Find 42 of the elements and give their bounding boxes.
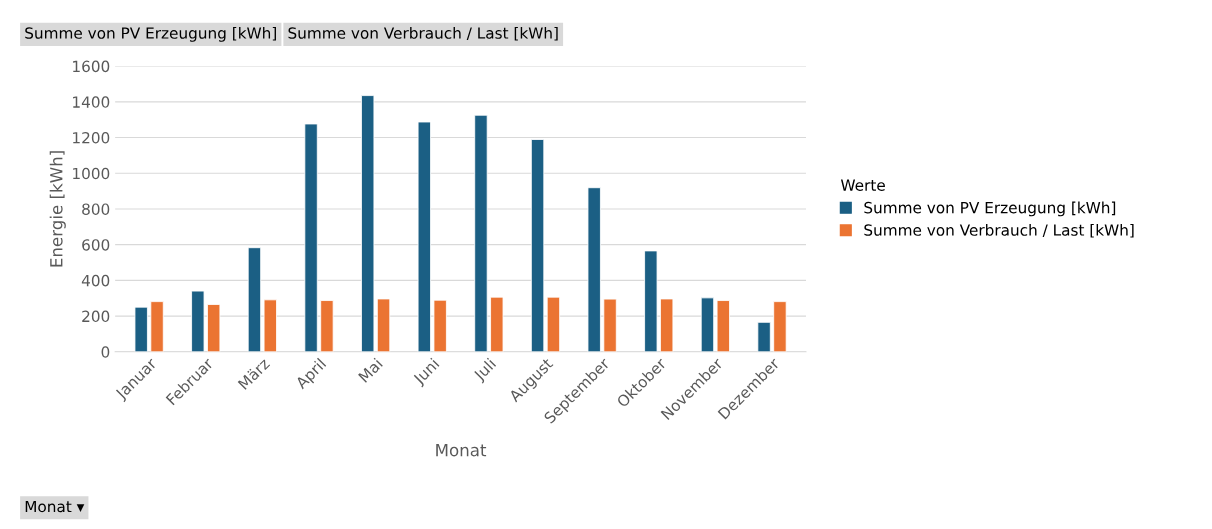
bar bbox=[757, 321, 771, 352]
bar bbox=[490, 296, 504, 352]
x-axis-title: Monat bbox=[436, 444, 487, 457]
y-tick-label: 600 bbox=[82, 239, 110, 251]
legend-title: Werte bbox=[840, 179, 885, 191]
bar bbox=[134, 306, 148, 352]
bar bbox=[587, 187, 601, 352]
y-tick-label: 1200 bbox=[73, 132, 110, 144]
bar bbox=[660, 298, 674, 352]
bar bbox=[773, 301, 787, 352]
legend-label: Summe von Verbrauch / Last [kWh] bbox=[864, 223, 1134, 238]
y-tick-label: 800 bbox=[82, 203, 110, 215]
bar bbox=[603, 298, 617, 352]
bar bbox=[546, 296, 561, 352]
text: Monat ▾ bbox=[25, 500, 85, 513]
bar bbox=[417, 121, 431, 352]
y-axis-title: Energie [kWh] bbox=[49, 151, 66, 267]
text: Summe von Verbrauch / Last [kWh] bbox=[288, 26, 558, 41]
bar bbox=[716, 300, 730, 352]
y-tick-label: 1400 bbox=[73, 96, 110, 108]
y-tick-label: 1600 bbox=[73, 60, 110, 73]
bar bbox=[304, 123, 318, 352]
bar bbox=[474, 114, 488, 352]
bar bbox=[191, 290, 205, 352]
bar bbox=[376, 298, 391, 352]
y-tick-label: 0 bbox=[101, 346, 110, 358]
x-tick-label: Mai bbox=[357, 357, 383, 383]
bar bbox=[644, 250, 658, 352]
y-tick-label: 200 bbox=[82, 310, 110, 323]
bar bbox=[320, 300, 334, 352]
y-tick-label: 1000 bbox=[73, 167, 110, 180]
y-tick-label: 400 bbox=[81, 274, 110, 287]
bar bbox=[207, 304, 221, 352]
bar bbox=[263, 299, 277, 352]
bar bbox=[361, 95, 375, 352]
legend-label: Summe von PV Erzeugung [kWh] bbox=[864, 201, 1116, 217]
bar bbox=[150, 301, 164, 352]
bar bbox=[530, 139, 545, 352]
bar bbox=[700, 297, 715, 352]
bar bbox=[247, 247, 262, 352]
text: Summe von PV Erzeugung [kWh] bbox=[25, 26, 276, 42]
bar bbox=[433, 299, 447, 352]
